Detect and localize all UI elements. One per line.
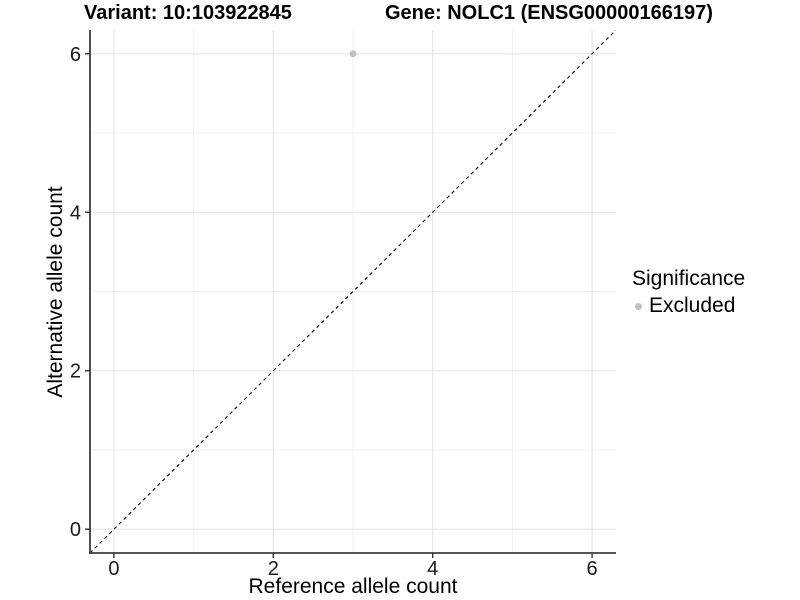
y-axis-title: Alternative allele count [44, 186, 67, 398]
plot-title-variant: Variant: 10:103922845 [84, 2, 292, 24]
x-tick-label: 2 [268, 558, 279, 580]
x-tick-label: 0 [108, 558, 119, 580]
legend-title: Significance [632, 267, 746, 290]
x-axis-title: Reference allele count [248, 575, 458, 598]
legend-point-swatch [635, 302, 642, 310]
y-tick-label: 2 [70, 361, 81, 383]
x-tick-label: 6 [587, 558, 598, 580]
legend-item-excluded: Excluded [632, 293, 745, 319]
identity-reference-line [90, 30, 616, 553]
y-tick-label: 4 [70, 202, 81, 224]
legend-item-label: Excluded [649, 294, 736, 317]
y-tick-label: 0 [70, 519, 81, 541]
legend: Significance Excluded [632, 266, 745, 319]
data-point [349, 50, 357, 58]
plot-title-gene: Gene: NOLC1 (ENSG00000166197) [385, 2, 713, 24]
y-tick-label: 6 [70, 44, 81, 66]
x-tick-label: 4 [427, 558, 438, 580]
